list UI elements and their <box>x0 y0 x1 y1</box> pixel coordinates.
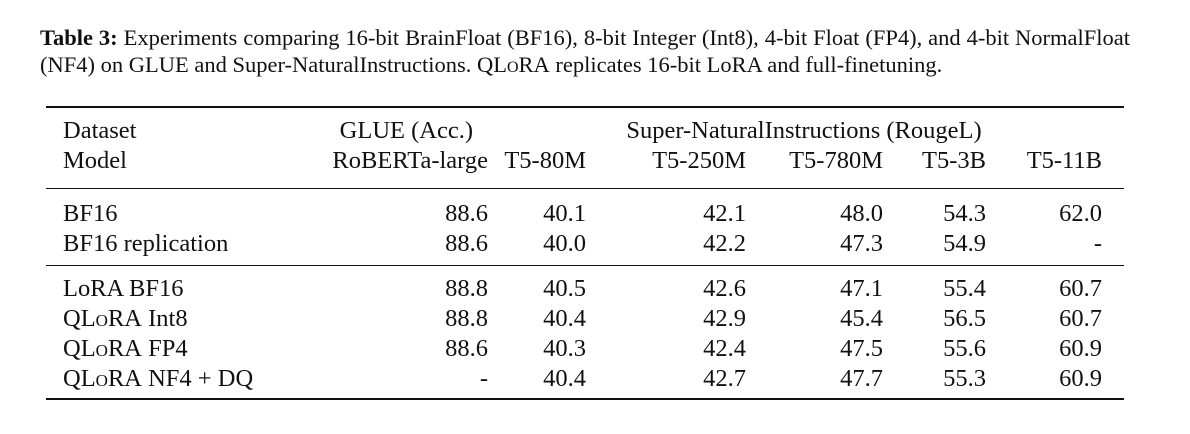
cell-t5-780m: 47.1 <box>840 275 883 302</box>
row-model-name: QLoRA NF4 + DQ <box>63 365 254 392</box>
cell-glue: 88.6 <box>445 335 488 362</box>
group-bf16: BF16 88.6 40.1 42.1 48.0 54.3 62.0 BF16 … <box>46 188 1124 266</box>
row-model-name: LoRA BF16 <box>63 275 184 302</box>
cell-t5-250m: 42.2 <box>703 230 746 257</box>
header-t5-250m: T5-250M <box>652 147 746 174</box>
table-row: QLoRA NF4 + DQ - 40.4 42.7 47.7 55.3 60.… <box>46 364 1124 399</box>
cell-t5-780m: 45.4 <box>840 305 883 332</box>
row-model-name: QLoRA Int8 <box>63 305 188 332</box>
cell-glue: 88.6 <box>445 230 488 257</box>
cell-t5-3b: 56.5 <box>943 305 986 332</box>
caption-lora-smallcaps: LoRA <box>493 52 550 77</box>
cell-t5-3b: 55.3 <box>943 365 986 392</box>
cell-t5-250m: 42.7 <box>703 365 746 392</box>
cell-t5-250m: 42.6 <box>703 275 746 302</box>
row-model-name: QLoRA FP4 <box>63 335 188 362</box>
cell-t5-250m: 42.9 <box>703 305 746 332</box>
header-t5-780m: T5-780M <box>789 147 883 174</box>
table-row: BF16 replication 88.6 40.0 42.2 47.3 54.… <box>46 229 1124 266</box>
header-t5-80m: T5-80M <box>504 147 586 174</box>
cell-t5-780m: 47.7 <box>840 365 883 392</box>
cell-glue: 88.6 <box>445 200 488 227</box>
cell-t5-3b: 54.9 <box>943 230 986 257</box>
header-sni: Super-NaturalInstructions (RougeL) <box>626 117 982 144</box>
table-header: Dataset GLUE (Acc.) Super-NaturalInstruc… <box>46 107 1124 189</box>
caption-text-part-1: Experiments comparing 16-bit BrainFloat … <box>40 25 1131 77</box>
cell-t5-11b: - <box>1093 230 1102 257</box>
cell-t5-250m: 42.1 <box>703 200 746 227</box>
cell-t5-3b: 55.4 <box>943 275 986 302</box>
cell-t5-250m: 42.4 <box>703 335 746 362</box>
cell-t5-780m: 47.3 <box>840 230 883 257</box>
cell-t5-80m: 40.4 <box>543 305 586 332</box>
table-row: QLoRA FP4 88.6 40.3 42.4 47.5 55.6 60.9 <box>46 334 1124 364</box>
results-table: Dataset GLUE (Acc.) Super-NaturalInstruc… <box>46 106 1124 400</box>
cell-t5-80m: 40.1 <box>543 200 586 227</box>
cell-t5-80m: 40.3 <box>543 335 586 362</box>
header-row-1: Dataset GLUE (Acc.) Super-NaturalInstruc… <box>46 107 1124 146</box>
cell-t5-80m: 40.4 <box>543 365 586 392</box>
header-roberta-large: RoBERTa-large <box>332 147 488 174</box>
group-lora: LoRA BF16 88.8 40.5 42.6 47.1 55.4 60.7 … <box>46 265 1124 399</box>
header-t5-3b: T5-3B <box>922 147 986 174</box>
header-glue: GLUE (Acc.) <box>339 117 473 144</box>
cell-glue: 88.8 <box>445 275 488 302</box>
cell-t5-11b: 60.7 <box>1059 275 1102 302</box>
cell-glue: 88.8 <box>445 305 488 332</box>
caption-text-part-2: replicates 16-bit LoRA and full-finetuni… <box>549 52 943 77</box>
cell-glue: - <box>479 365 488 392</box>
table-row: LoRA BF16 88.8 40.5 42.6 47.1 55.4 60.7 <box>46 265 1124 305</box>
cell-t5-3b: 55.6 <box>943 335 986 362</box>
row-model-name: BF16 <box>63 200 118 227</box>
header-row-2: Model RoBERTa-large T5-80M T5-250M T5-78… <box>46 146 1124 189</box>
row-model-name: BF16 replication <box>63 230 229 257</box>
table-row: BF16 88.6 40.1 42.1 48.0 54.3 62.0 <box>46 188 1124 230</box>
cell-t5-80m: 40.0 <box>543 230 586 257</box>
cell-t5-11b: 60.9 <box>1059 335 1102 362</box>
cell-t5-3b: 54.3 <box>943 200 986 227</box>
cell-t5-80m: 40.5 <box>543 275 586 302</box>
cell-t5-780m: 47.5 <box>840 335 883 362</box>
header-t5-11b: T5-11B <box>1026 147 1102 174</box>
table-caption: Table 3: Experiments comparing 16-bit Br… <box>40 24 1130 78</box>
header-dataset: Dataset <box>63 117 137 144</box>
cell-t5-11b: 62.0 <box>1059 200 1102 227</box>
table-row: QLoRA Int8 88.8 40.4 42.9 45.4 56.5 60.7 <box>46 304 1124 334</box>
cell-t5-11b: 60.9 <box>1059 365 1102 392</box>
cell-t5-780m: 48.0 <box>840 200 883 227</box>
header-model: Model <box>63 147 127 174</box>
caption-label: Table 3: <box>40 25 118 50</box>
cell-t5-11b: 60.7 <box>1059 305 1102 332</box>
